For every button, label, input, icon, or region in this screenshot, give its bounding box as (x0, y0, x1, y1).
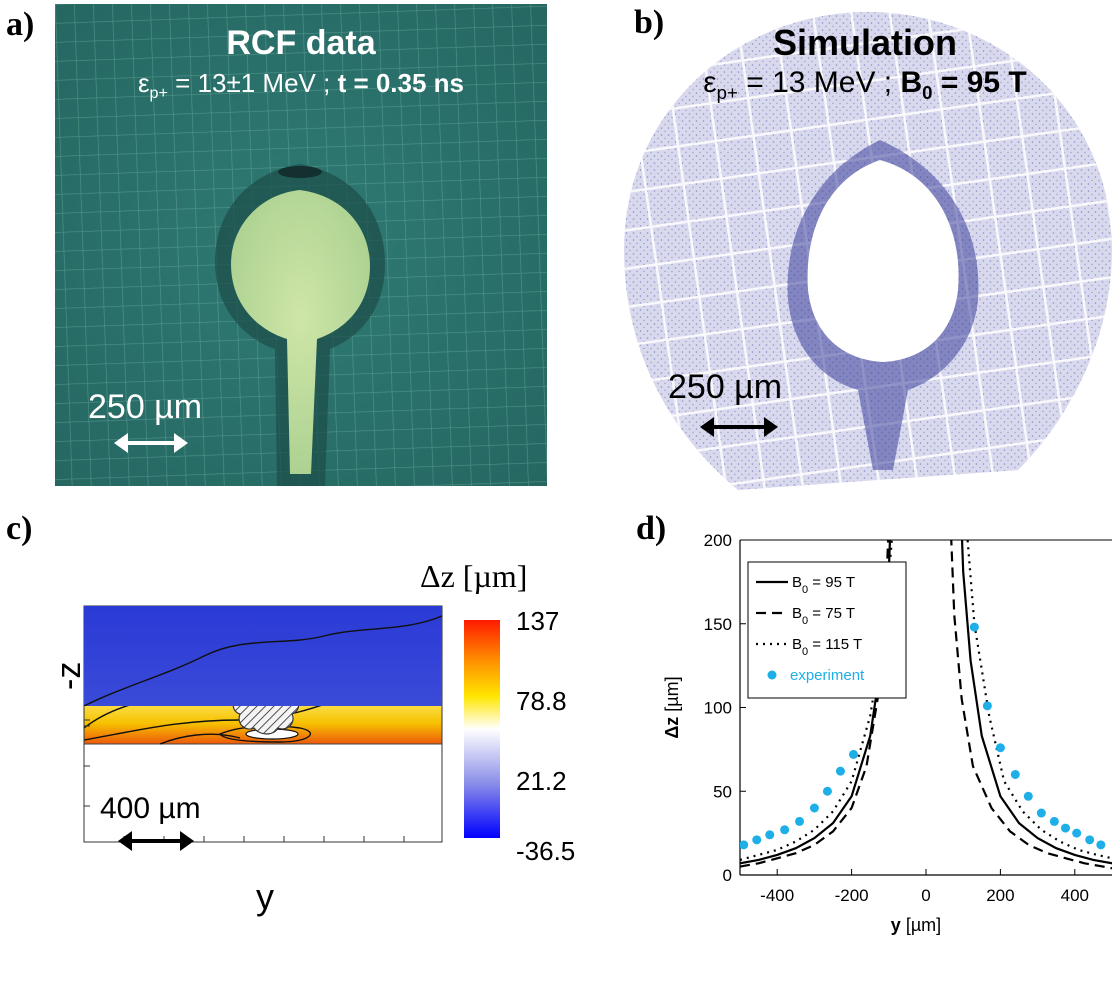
rcf-subtitle-energy: = 13±1 MeV ; (167, 68, 338, 98)
x-tick-label: 0 (921, 886, 930, 905)
legend-label: B0 = 95 T (792, 574, 855, 596)
sim-subtitle-field-symbol: B (900, 66, 923, 99)
experiment-point (1085, 835, 1095, 845)
colorbar-title: Δz [µm] (420, 558, 528, 594)
rcf-subtitle-time: t = 0.35 ns (337, 68, 465, 98)
map-scale-arrow (118, 831, 194, 851)
sim-subtitle-sub: p+ (716, 81, 738, 103)
sim-subtitle-field-value: = 95 T (932, 66, 1027, 99)
panel-c-label: c) (6, 510, 33, 547)
simulation-subtitle: εp+ = 13 MeV ; B0 = 95 T (618, 66, 1112, 103)
colorbar (464, 620, 500, 838)
rcf-image (55, 4, 547, 486)
map-upper-region (84, 606, 442, 706)
series-line-solid-right (960, 540, 1112, 865)
experiment-point (1072, 828, 1082, 838)
series-line-dotted-right (966, 540, 1112, 860)
experiment-point (1049, 816, 1059, 826)
map-scale-label: 400 µm (100, 792, 201, 825)
plot-area (740, 540, 1112, 870)
simulation-image (624, 12, 1112, 490)
experiment-point (780, 825, 790, 835)
experiment-point (969, 622, 979, 632)
x-tick-label: -400 (760, 886, 794, 905)
experiment-point (1061, 823, 1070, 833)
experiment-point (1010, 770, 1020, 779)
experiment-point (752, 835, 762, 845)
rcf-subtitle-sub: p+ (149, 83, 168, 102)
sim-subtitle-field-sub: 0 (922, 81, 933, 103)
y-axis-label: Δz [µm] (662, 676, 682, 738)
experiment-point (1036, 808, 1046, 818)
y-tick-label: 0 (723, 866, 732, 885)
sim-scale-label: 250 µm (668, 368, 783, 406)
x-tick-label: -200 (835, 886, 869, 905)
simulation-title: Simulation (772, 22, 957, 63)
deflection-chart: 0 50 100 150 200 -400 -200 0 200 400 y [µm] Δz [µm]… (662, 531, 1112, 935)
y-tick-label: 150 (704, 615, 732, 634)
y-tick-label: 100 (704, 699, 732, 718)
experiment-point (1096, 840, 1106, 850)
experiment-point (795, 816, 805, 826)
rcf-scale-label: 250 µm (88, 388, 203, 426)
panel-d-label: d) (636, 510, 667, 547)
legend-label: B0 = 75 T (792, 605, 855, 627)
legend-experiment-label: experiment (790, 667, 865, 684)
rcf-image-panel (55, 4, 547, 486)
experiment-point (848, 749, 858, 759)
colorbar-tick-min: -36.5 (516, 836, 576, 866)
experiment-point (1023, 791, 1033, 801)
x-tick-label: 400 (1061, 886, 1089, 905)
legend-experiment-marker (767, 670, 777, 680)
sim-scale-arrow (700, 417, 778, 437)
series-line-solid-left (740, 540, 892, 865)
colorbar-tick-lower: 21.2 (516, 766, 567, 796)
sim-subtitle-symbol: ε (703, 66, 717, 99)
experiment-point (982, 701, 992, 711)
series-line-dotted-left (740, 540, 893, 861)
experiment-point (809, 803, 819, 813)
experiment-point (822, 786, 832, 796)
simulation-panel (618, 0, 1112, 490)
experiment-point (995, 743, 1005, 753)
rcf-subtitle-symbol: ε (137, 68, 150, 98)
panel-b-label: b) (634, 4, 665, 41)
colorbar-tick-max: 137 (516, 606, 560, 636)
colorbar-tick-upper: 78.8 (516, 686, 567, 716)
sim-subtitle-energy: = 13 MeV ; (737, 66, 901, 99)
map-xlabel: y (256, 876, 274, 917)
panel-a-label: a) (6, 6, 35, 43)
rcf-scale-arrow (114, 433, 188, 453)
experiment-point (835, 766, 845, 776)
experiment-point (765, 830, 775, 840)
y-tick-label: 200 (704, 531, 732, 550)
rcf-subtitle: εp+ = 13±1 MeV ; t = 0.35 ns (55, 68, 547, 102)
y-tick-label: 50 (713, 782, 732, 801)
legend-label: B0 = 115 T (792, 636, 862, 658)
series-line-dashed-right (950, 540, 1112, 870)
x-tick-label: 200 (986, 886, 1014, 905)
x-axis-label: y [µm] (891, 915, 941, 935)
experiment-point (740, 840, 749, 850)
rcf-title: RCF data (226, 24, 376, 62)
